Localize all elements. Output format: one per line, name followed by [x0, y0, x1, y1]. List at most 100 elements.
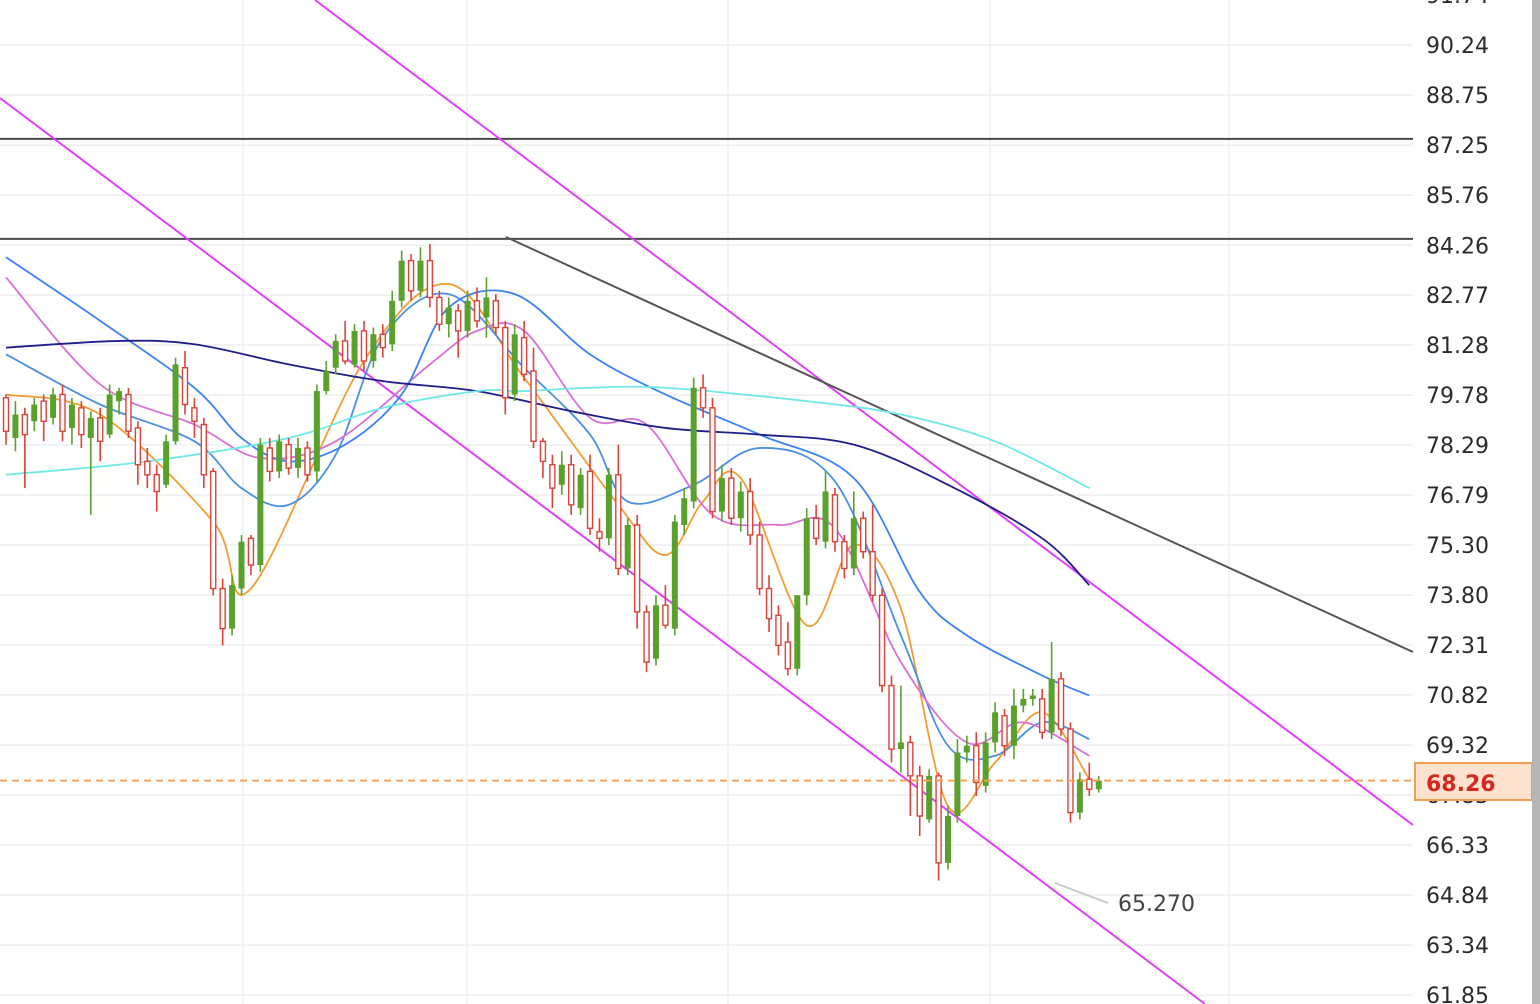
candle-body — [831, 494, 839, 543]
candle — [464, 290, 471, 338]
candle-body — [1010, 705, 1017, 746]
candle — [841, 534, 848, 579]
candle-body — [728, 477, 735, 519]
candle — [662, 585, 669, 629]
y-tick-label: 64.84 — [1426, 884, 1489, 909]
candle — [473, 287, 481, 328]
candle-body — [963, 745, 970, 753]
moving-averages — [5, 256, 1091, 814]
y-tick-label: 70.82 — [1426, 684, 1489, 709]
right-scrollbar[interactable] — [1532, 0, 1540, 1004]
price-axis[interactable]: 61.8563.3464.8466.3367.8369.3270.8272.31… — [1415, 0, 1540, 1004]
candle-body — [398, 260, 405, 301]
low-annotation-label: 65.270 — [1118, 892, 1195, 917]
candle — [812, 504, 820, 546]
candle — [586, 454, 594, 535]
candle-body — [285, 443, 292, 469]
candle — [144, 447, 151, 489]
candle-body — [483, 297, 490, 318]
last-price-tag-box — [1414, 762, 1533, 801]
candle-body — [181, 366, 189, 406]
candle — [78, 401, 85, 448]
candle — [21, 407, 29, 489]
candle — [992, 702, 999, 753]
last-price-tag: 68.26 — [1414, 762, 1533, 801]
candle-body — [926, 775, 933, 820]
candle-body — [106, 394, 113, 435]
candle-body — [775, 614, 782, 647]
y-tick-label: 79.78 — [1426, 384, 1489, 409]
candle — [982, 732, 989, 793]
last-price-tag-label: 68.26 — [1426, 772, 1496, 797]
candle — [1001, 708, 1008, 756]
candle-body — [511, 334, 518, 395]
candle — [1067, 722, 1074, 823]
candle — [398, 250, 405, 308]
candle — [935, 772, 942, 881]
candle — [96, 407, 104, 462]
candle — [945, 805, 951, 870]
candle-body — [31, 404, 38, 422]
candle — [163, 434, 170, 489]
candle — [1048, 642, 1055, 740]
candle-body — [1086, 778, 1093, 790]
candle-body — [992, 712, 999, 743]
candle-body — [869, 551, 876, 596]
candle — [2, 394, 10, 445]
candle — [492, 294, 500, 335]
candle-body — [568, 464, 575, 506]
candle — [1029, 688, 1036, 706]
candle-body — [502, 326, 509, 399]
candle-body — [916, 775, 923, 817]
candle-body — [624, 524, 631, 569]
candle-body — [1067, 728, 1074, 814]
candle — [1076, 772, 1083, 820]
candle-body — [417, 260, 424, 291]
candle-body — [210, 470, 217, 590]
y-tick-label: 85.76 — [1426, 184, 1489, 209]
candle-body — [50, 394, 57, 418]
y-tick-label: 90.24 — [1426, 34, 1489, 59]
candle-body — [586, 470, 594, 529]
candle — [247, 534, 255, 576]
candle-body — [389, 300, 396, 345]
candle-body — [1048, 678, 1055, 733]
candle — [699, 374, 707, 418]
candle-body — [652, 605, 659, 659]
candle — [652, 595, 659, 666]
candle — [746, 478, 754, 546]
vertical-grid — [242, 0, 1230, 1004]
moving-average-line — [5, 256, 1090, 697]
candle-body — [116, 391, 123, 402]
candle — [926, 769, 933, 823]
candle — [341, 320, 349, 365]
candle-body — [125, 393, 132, 432]
candle — [860, 511, 867, 559]
candle-body — [313, 391, 320, 472]
candle — [728, 468, 735, 525]
candle — [549, 454, 556, 509]
candle-body — [935, 775, 942, 864]
candle-body — [520, 336, 528, 376]
candle-body — [153, 474, 160, 493]
candle-body — [803, 518, 810, 596]
candle — [426, 243, 434, 308]
candle — [31, 397, 38, 432]
candle — [1095, 775, 1102, 793]
candle-body — [87, 417, 94, 438]
price-axis-background — [1415, 0, 1540, 1004]
candle-body — [266, 447, 273, 473]
channel-lower-line — [0, 97, 1206, 1004]
candle — [1086, 762, 1093, 796]
candle-body — [68, 404, 75, 428]
y-tick-label: 61.85 — [1426, 984, 1489, 1004]
candle-body — [351, 330, 358, 365]
candle — [954, 739, 961, 823]
candle-body — [492, 300, 500, 329]
candle — [916, 765, 923, 837]
candle — [681, 488, 688, 535]
candle — [134, 421, 142, 485]
candle — [332, 334, 339, 375]
candle — [737, 481, 744, 532]
